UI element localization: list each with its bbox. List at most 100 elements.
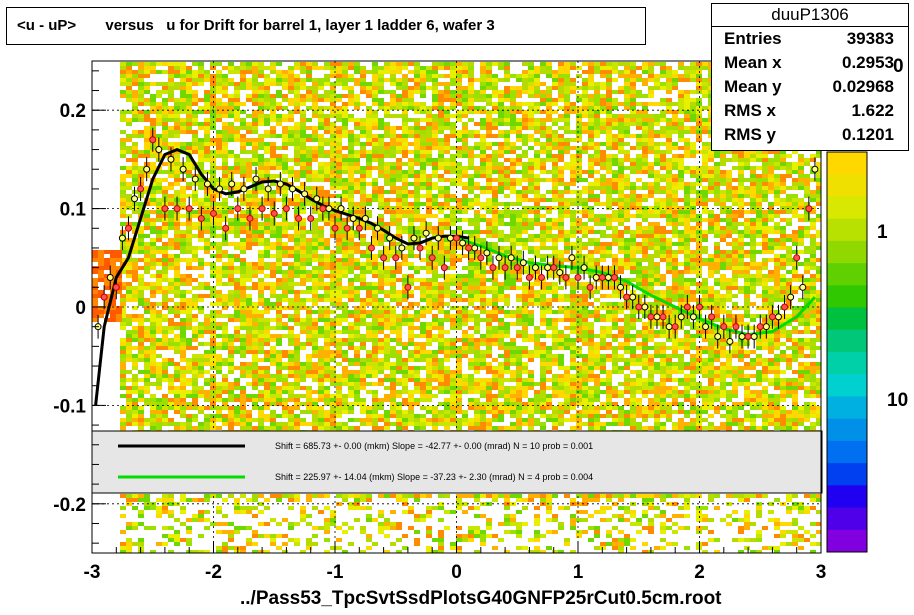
heatmap-cell: [138, 70, 144, 74]
heatmap-cell: [384, 350, 390, 354]
heatmap-cell: [246, 194, 252, 198]
heatmap-cell: [222, 218, 228, 222]
heatmap-cell: [156, 290, 162, 294]
heatmap-cell: [426, 386, 432, 390]
heatmap-cell: [324, 258, 330, 262]
heatmap-cell: [234, 550, 240, 553]
heatmap-cell: [276, 82, 282, 86]
heatmap-cell: [366, 494, 372, 498]
heatmap-cell: [342, 274, 348, 278]
heatmap-cell: [258, 350, 264, 354]
heatmap-cell: [252, 90, 258, 94]
heatmap-cell: [144, 130, 150, 134]
heatmap-cell: [144, 382, 150, 386]
heatmap-cell: [150, 162, 156, 166]
heatmap-cell: [378, 170, 384, 174]
heatmap-cell: [168, 118, 174, 122]
heatmap-cell: [348, 130, 354, 134]
heatmap-cell: [474, 290, 480, 294]
heatmap-cell: [306, 494, 312, 498]
heatmap-cell: [324, 166, 330, 170]
heatmap-cell: [474, 214, 480, 218]
heatmap-cell: [438, 322, 444, 326]
heatmap-cell: [450, 126, 456, 130]
heatmap-cell: [168, 298, 174, 302]
heatmap-cell: [198, 126, 204, 130]
heatmap-cell: [138, 538, 144, 542]
heatmap-cell: [396, 186, 402, 190]
heatmap-cell: [450, 398, 456, 402]
heatmap-cell: [366, 242, 372, 246]
heatmap-cell: [216, 142, 222, 146]
heatmap-cell: [312, 294, 318, 298]
heatmap-cell: [180, 538, 186, 542]
heatmap-cell: [120, 138, 126, 142]
heatmap-cell: [222, 342, 228, 346]
heatmap-cell: [300, 298, 306, 302]
heatmap-cell: [150, 258, 156, 262]
heatmap-cell: [366, 406, 372, 410]
heatmap-cell: [318, 398, 324, 402]
heatmap-cell: [342, 530, 348, 534]
heatmap-cell: [294, 262, 300, 266]
heatmap-cell: [264, 370, 270, 374]
heatmap-cell: [144, 242, 150, 246]
heatmap-cell: [318, 246, 324, 250]
heatmap-cell: [486, 534, 492, 538]
heatmap-cell: [384, 66, 390, 70]
heatmap-cell: [450, 418, 456, 422]
heatmap-cell: [492, 122, 498, 126]
heatmap-cell: [480, 202, 486, 206]
heatmap-cell: [336, 526, 342, 530]
heatmap-cell: [216, 414, 222, 418]
heatmap-cell: [234, 298, 240, 302]
heatmap-cell: [264, 98, 270, 102]
heatmap-cell: [342, 106, 348, 110]
heatmap-cell: [216, 278, 222, 282]
heatmap-cell: [210, 254, 216, 258]
heatmap-cell: [246, 78, 252, 82]
heatmap-cell: [396, 350, 402, 354]
heatmap-cell: [186, 310, 192, 314]
heatmap-cell: [342, 86, 348, 90]
heatmap-cell: [132, 338, 138, 342]
heatmap-cell: [126, 134, 132, 138]
heatmap-cell: [384, 414, 390, 418]
heatmap-cell: [288, 302, 294, 306]
heatmap-cell: [438, 402, 444, 406]
heatmap-cell: [492, 206, 498, 210]
heatmap-cell: [174, 170, 180, 174]
heatmap-cell: [246, 162, 252, 166]
heatmap-cell: [138, 278, 144, 282]
heatmap-cell: [306, 134, 312, 138]
heatmap-cell: [132, 62, 138, 66]
heatmap-cell: [192, 202, 198, 206]
heatmap-cell: [492, 158, 498, 162]
heatmap-cell: [468, 286, 474, 290]
heatmap-cell: [222, 150, 228, 154]
heatmap-cell: [408, 366, 414, 370]
heatmap-cell: [444, 310, 450, 314]
heatmap-cell: [276, 198, 282, 202]
heatmap-cell: [402, 226, 408, 230]
heatmap-cell: [474, 298, 480, 302]
heatmap-cell: [132, 374, 138, 378]
heatmap-cell: [270, 150, 276, 154]
heatmap-cell: [378, 154, 384, 158]
heatmap-cell: [438, 294, 444, 298]
heatmap-cell: [372, 322, 378, 326]
heatmap-cell: [222, 174, 228, 178]
heatmap-cell: [234, 214, 240, 218]
heatmap-cell: [162, 246, 168, 250]
heatmap-cell: [342, 286, 348, 290]
heatmap-cell: [192, 406, 198, 410]
heatmap-cell: [444, 410, 450, 414]
heatmap-cell: [204, 142, 210, 146]
heatmap-cell: [366, 166, 372, 170]
heatmap-cell: [276, 370, 282, 374]
heatmap-cell: [234, 386, 240, 390]
heatmap-cell: [420, 514, 426, 518]
heatmap-cell: [402, 82, 408, 86]
heatmap-cell: [252, 362, 258, 366]
heatmap-cell: [276, 422, 282, 426]
